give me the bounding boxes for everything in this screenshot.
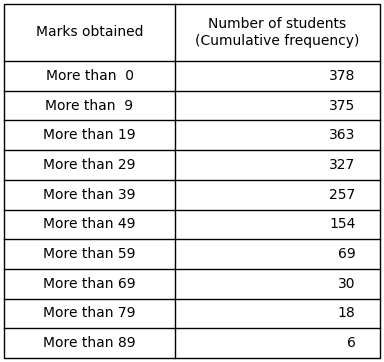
Text: 18: 18 — [338, 307, 356, 320]
Text: More than 19: More than 19 — [43, 128, 136, 142]
Text: More than 29: More than 29 — [43, 158, 136, 172]
Text: More than  0: More than 0 — [46, 69, 134, 83]
Text: More than 89: More than 89 — [43, 336, 136, 350]
Text: Marks obtained: Marks obtained — [36, 25, 143, 39]
Text: More than 49: More than 49 — [43, 217, 136, 231]
Text: 327: 327 — [329, 158, 356, 172]
Text: 154: 154 — [329, 217, 356, 231]
Text: More than 59: More than 59 — [43, 247, 136, 261]
Text: More than 69: More than 69 — [43, 277, 136, 291]
Text: 363: 363 — [329, 128, 356, 142]
Text: 375: 375 — [329, 98, 356, 113]
Text: 69: 69 — [338, 247, 356, 261]
Text: (Cumulative frequency): (Cumulative frequency) — [195, 34, 360, 49]
Text: 257: 257 — [329, 188, 356, 202]
Text: Number of students: Number of students — [209, 17, 347, 30]
Text: 30: 30 — [338, 277, 356, 291]
Text: 6: 6 — [346, 336, 356, 350]
Text: More than 79: More than 79 — [43, 307, 136, 320]
Text: 378: 378 — [329, 69, 356, 83]
Text: More than  9: More than 9 — [45, 98, 134, 113]
Text: More than 39: More than 39 — [43, 188, 136, 202]
